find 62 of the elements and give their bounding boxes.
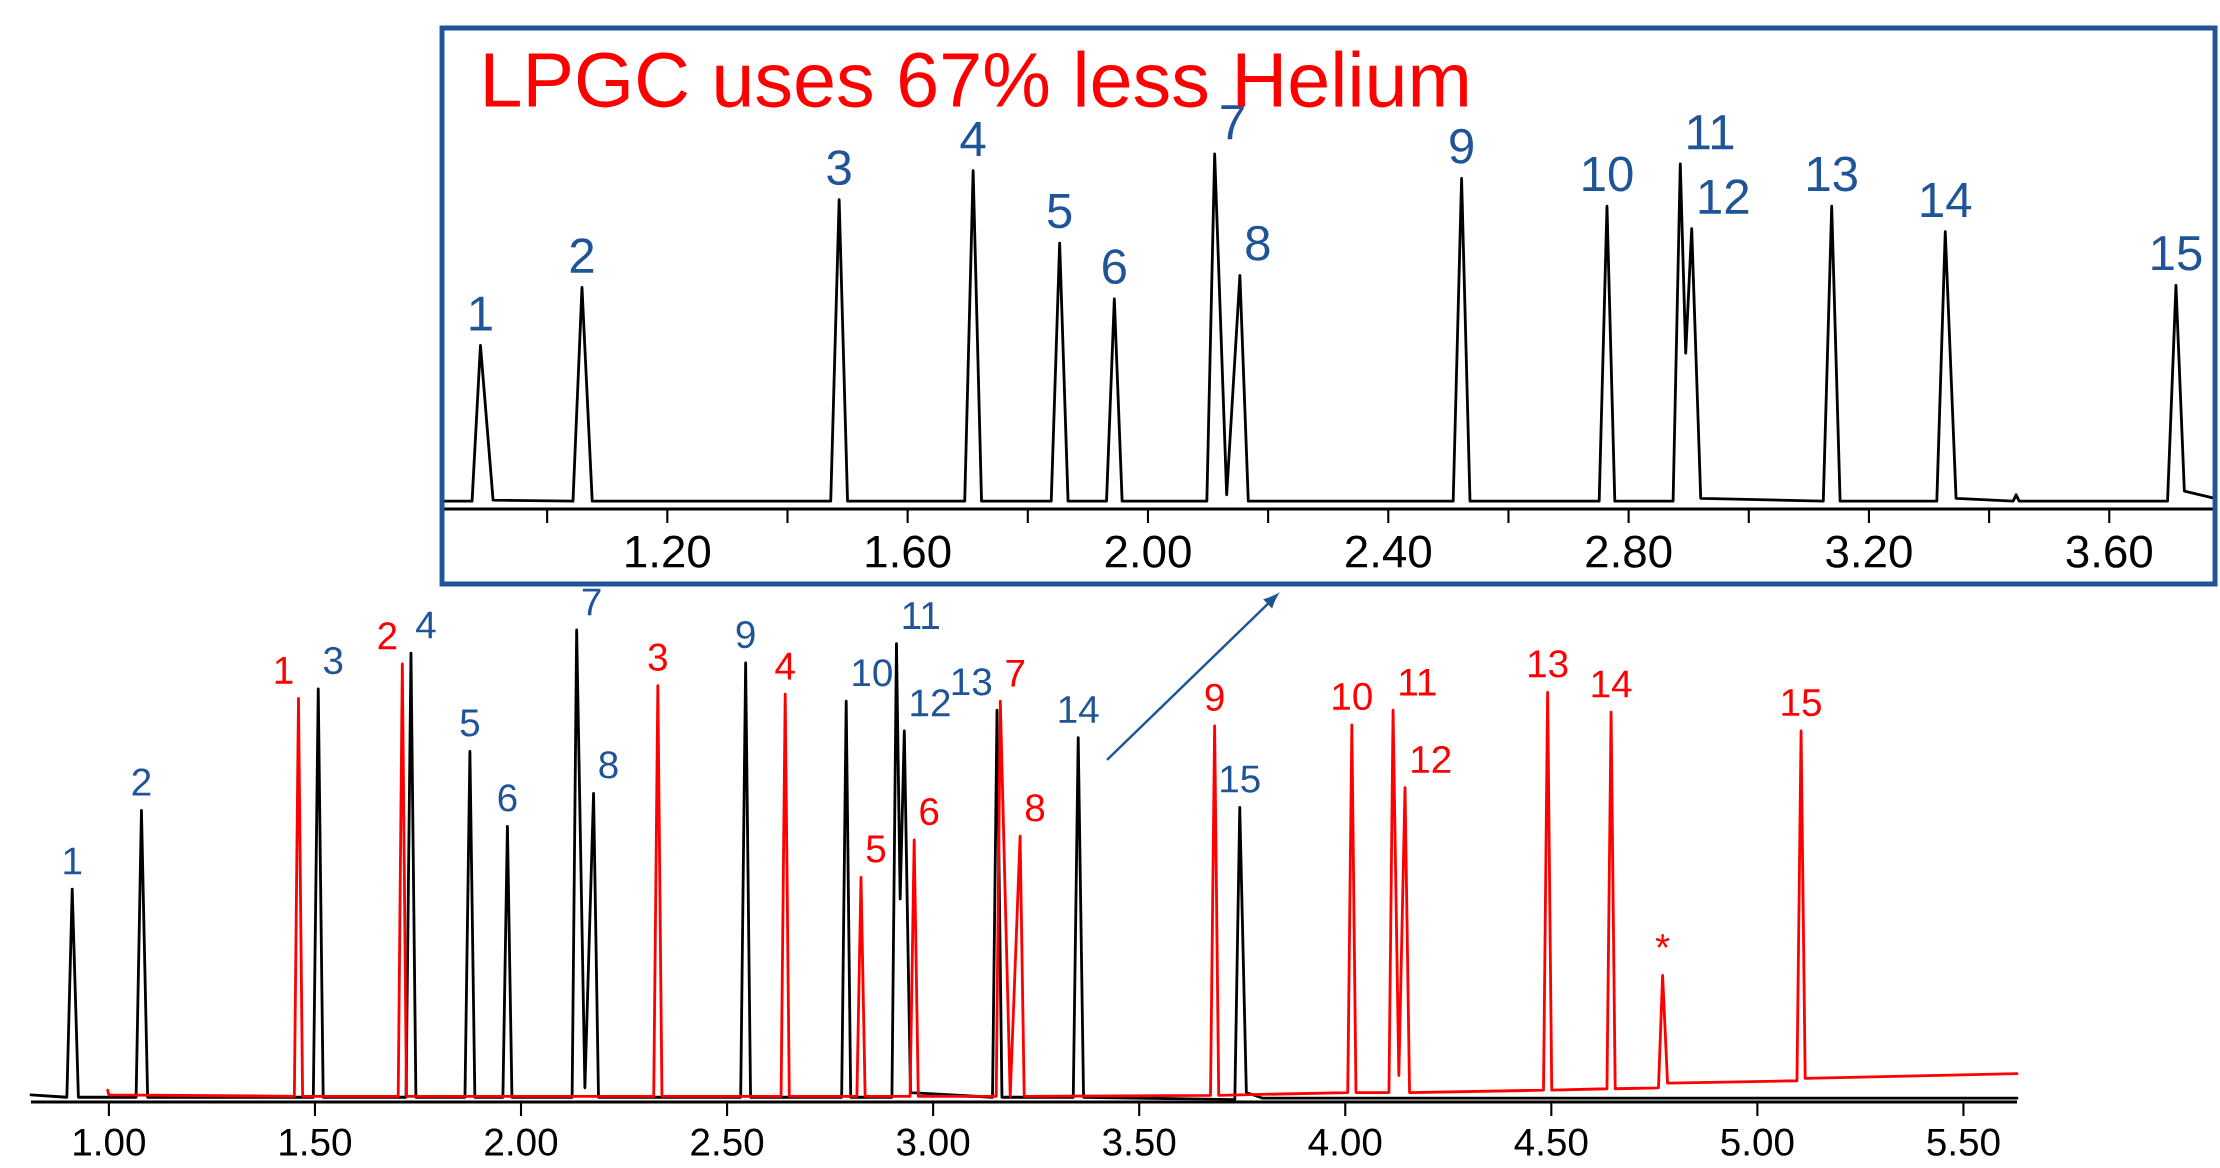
x-tick-label: 1.20 [626,535,711,569]
annotation: 2 [570,238,594,273]
annotation: 12 [911,689,950,717]
annotation: 15 [1221,765,1260,793]
annotation: 11 [903,602,939,630]
annotation: 10 [1333,682,1372,711]
annotation: 14 [1592,671,1632,698]
annotation: 9 [736,621,755,649]
x-tick-label: 2.40 [1346,535,1431,569]
x-tick-label: 3.50 [1103,1128,1176,1157]
x-tick-label: 5.00 [1721,1128,1794,1157]
annotation: 8 [1246,225,1270,261]
annotation: 1 [470,296,492,331]
annotation: 12 [1699,179,1749,214]
annotation: 9 [1450,129,1473,164]
annotation: 14 [1921,183,1972,218]
x-tick-label: 3.60 [2066,535,2152,569]
annotation: 13 [1808,156,1857,192]
annotation: 5 [1047,194,1072,229]
annotation: 2 [132,768,151,796]
annotation: 9 [1205,683,1224,712]
annotation: 8 [599,751,618,779]
annotation: 3 [323,647,343,675]
annotation: 5 [460,709,480,737]
annotation: 11 [1688,115,1734,150]
annotation: 6 [1103,249,1126,285]
x-tick-label: 1.50 [280,1128,352,1157]
annotation: 3 [648,643,667,672]
annotation: 4 [960,122,986,157]
annotation: 4 [416,612,436,639]
annotation: 15 [2152,236,2202,271]
x-tick-label: 1.60 [866,535,951,569]
annotation: 8 [1025,794,1045,822]
annotation: 12 [1412,746,1451,774]
x-tick-label: 2.00 [485,1128,558,1157]
annotation: 15 [1782,689,1821,717]
annotation: 6 [920,798,939,826]
annotation: 10 [853,659,892,687]
annotation: 1 [275,657,293,684]
annotation: 1 [64,848,82,875]
x-tick-label: 3.00 [897,1128,970,1157]
x-tick-label: 1.00 [74,1128,145,1157]
annotation: 4 [775,653,795,680]
x-tick-label: 4.50 [1514,1128,1588,1157]
annotation: 5 [866,835,886,863]
annotation: 7 [1006,660,1025,687]
x-tick-label: 4.00 [1308,1128,1382,1157]
annotation: 2 [378,622,397,650]
x-tick-label: 3.20 [1826,535,1912,569]
annotation: 6 [498,784,517,812]
annotation: 13 [1529,650,1568,678]
annotation: * [1655,934,1670,948]
x-tick-label: 2.00 [1105,535,1191,569]
x-tick-label: 5.50 [1927,1128,2000,1157]
annotation: 3 [827,150,851,186]
annotation: 7 [582,588,601,616]
annotation: 10 [1583,156,1633,192]
annotation: 13 [952,668,992,696]
x-tick-label: 2.80 [1586,535,1672,569]
x-tick-label: 2.50 [691,1128,764,1157]
annotation: 11 [1400,669,1436,696]
annotation: 14 [1059,696,1099,724]
